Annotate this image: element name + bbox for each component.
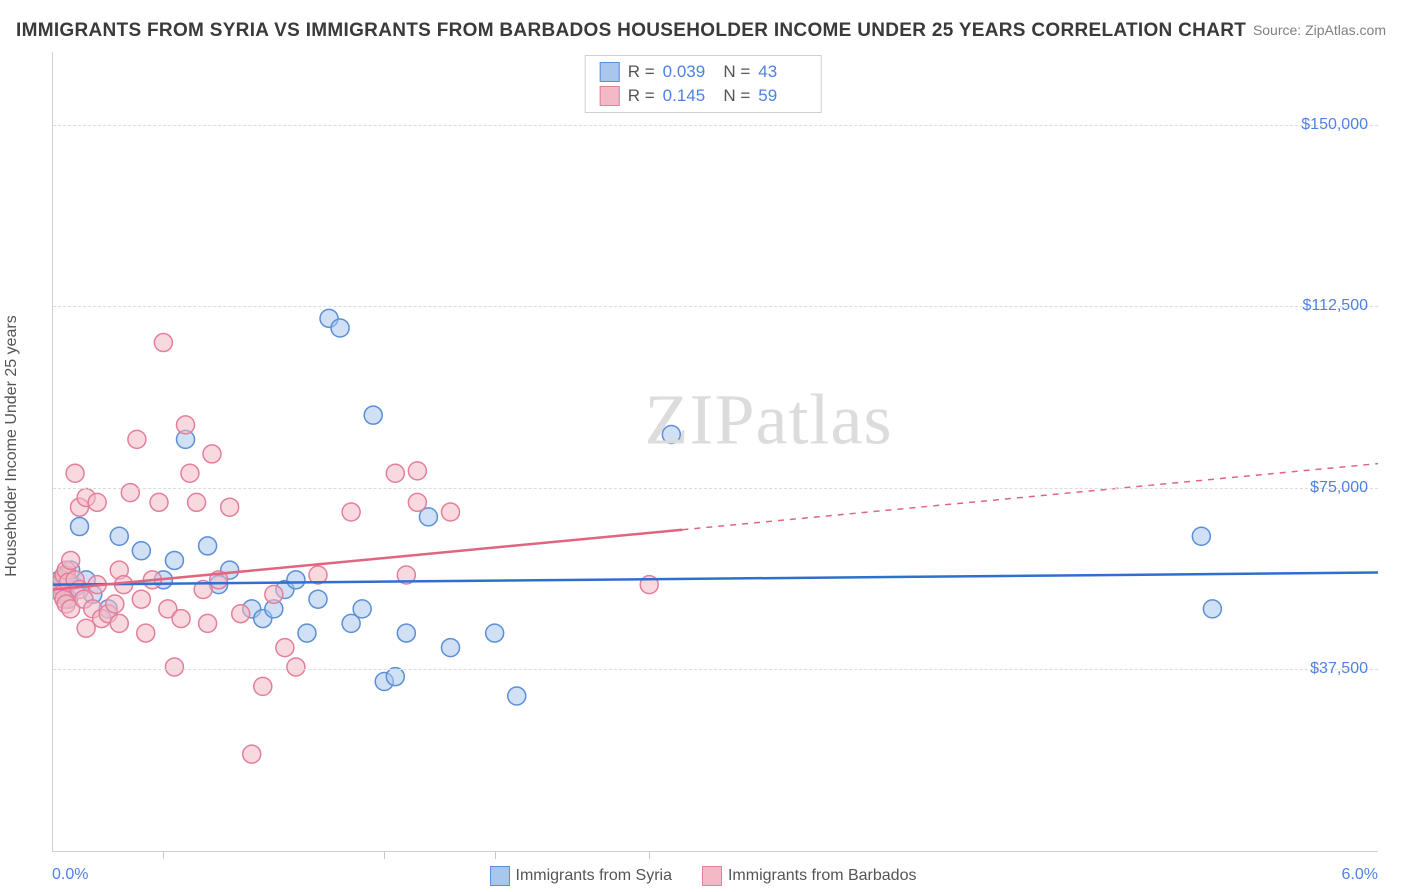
legend-label: Immigrants from Barbados [728, 867, 917, 885]
gridline [53, 306, 1378, 307]
legend-item: Immigrants from Syria [490, 866, 672, 886]
scatter-point [137, 624, 155, 642]
scatter-point [203, 445, 221, 463]
scatter-point [181, 464, 199, 482]
scatter-point [62, 551, 80, 569]
scatter-point [254, 677, 272, 695]
stat-n-value: 43 [758, 62, 806, 82]
scatter-point [353, 600, 371, 618]
bottom-legend: Immigrants from Syria Immigrants from Bar… [0, 866, 1406, 886]
y-tick-label: $75,000 [1310, 479, 1368, 497]
scatter-point [287, 571, 305, 589]
scatter-point [486, 624, 504, 642]
stat-label: N = [719, 86, 751, 106]
legend-swatch [600, 86, 620, 106]
scatter-point [442, 503, 460, 521]
scatter-point [66, 464, 84, 482]
scatter-point [110, 527, 128, 545]
correlation-stats-box: R = 0.039 N = 43 R = 0.145 N = 59 [585, 55, 822, 113]
chart-plot-area: ZIPatlas $37,500$75,000$112,500$150,000 [52, 52, 1378, 852]
scatter-point [331, 319, 349, 337]
scatter-svg [53, 52, 1378, 851]
scatter-point [172, 610, 190, 628]
scatter-point [232, 605, 250, 623]
scatter-point [1192, 527, 1210, 545]
scatter-point [298, 624, 316, 642]
stat-label: N = [719, 62, 751, 82]
scatter-point [177, 416, 195, 434]
y-axis-label: Householder Income Under 25 years [3, 315, 21, 576]
scatter-point [88, 493, 106, 511]
scatter-point [110, 614, 128, 632]
gridline [53, 125, 1378, 126]
scatter-point [309, 590, 327, 608]
legend-swatch [702, 866, 722, 886]
chart-title: IMMIGRANTS FROM SYRIA VS IMMIGRANTS FROM… [16, 20, 1246, 42]
scatter-point [364, 406, 382, 424]
scatter-point [150, 493, 168, 511]
scatter-point [165, 551, 183, 569]
scatter-point [71, 518, 89, 536]
scatter-point [243, 745, 261, 763]
stats-row: R = 0.145 N = 59 [600, 84, 807, 108]
trend-line-dashed [682, 464, 1378, 530]
stat-r-value: 0.145 [663, 86, 711, 106]
scatter-point [121, 484, 139, 502]
x-tick [384, 851, 385, 859]
y-tick-label: $150,000 [1301, 116, 1368, 134]
scatter-point [276, 639, 294, 657]
y-tick-label: $112,500 [1302, 297, 1368, 315]
scatter-point [342, 503, 360, 521]
source-label: Source: ZipAtlas.com [1253, 22, 1386, 38]
legend-item: Immigrants from Barbados [702, 866, 917, 886]
x-tick [649, 851, 650, 859]
scatter-point [265, 585, 283, 603]
stat-label: R = [628, 62, 655, 82]
legend-swatch [600, 62, 620, 82]
scatter-point [199, 537, 217, 555]
scatter-point [442, 639, 460, 657]
scatter-point [408, 493, 426, 511]
scatter-point [221, 498, 239, 516]
y-tick-label: $37,500 [1310, 660, 1368, 678]
trend-line [53, 573, 1378, 585]
legend-label: Immigrants from Syria [516, 867, 672, 885]
stat-r-value: 0.039 [663, 62, 711, 82]
scatter-point [165, 658, 183, 676]
legend-swatch [490, 866, 510, 886]
scatter-point [199, 614, 217, 632]
scatter-point [287, 658, 305, 676]
scatter-point [386, 464, 404, 482]
scatter-point [77, 619, 95, 637]
scatter-point [106, 595, 124, 613]
x-tick [495, 851, 496, 859]
x-tick [163, 851, 164, 859]
scatter-point [662, 426, 680, 444]
scatter-point [128, 430, 146, 448]
scatter-point [132, 542, 150, 560]
scatter-point [508, 687, 526, 705]
scatter-point [397, 624, 415, 642]
gridline [53, 488, 1378, 489]
stat-n-value: 59 [758, 86, 806, 106]
scatter-point [408, 462, 426, 480]
stat-label: R = [628, 86, 655, 106]
scatter-point [188, 493, 206, 511]
stats-row: R = 0.039 N = 43 [600, 60, 807, 84]
scatter-point [132, 590, 150, 608]
scatter-point [154, 334, 172, 352]
scatter-point [1203, 600, 1221, 618]
gridline [53, 669, 1378, 670]
